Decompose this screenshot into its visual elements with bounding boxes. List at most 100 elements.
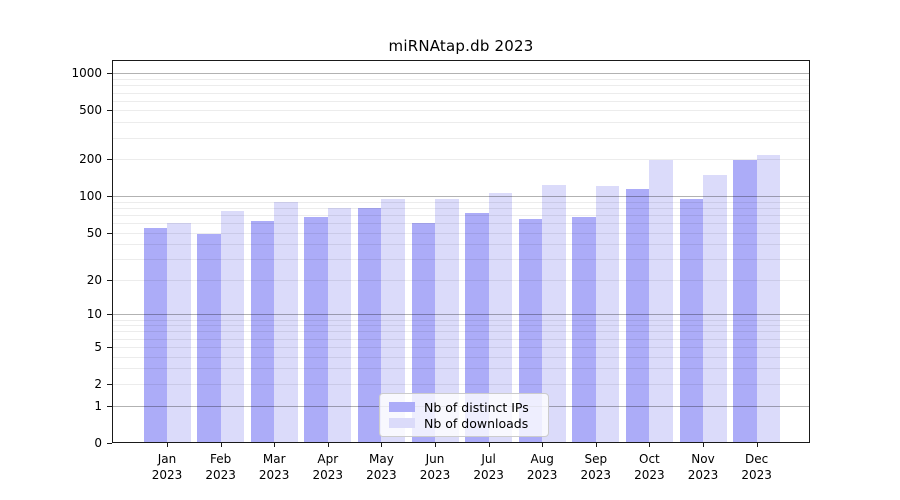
gridline-minor	[113, 279, 809, 281]
x-tick-mark	[703, 443, 704, 447]
y-tick-label: 5	[94, 339, 102, 354]
gridline-minor	[113, 232, 809, 234]
gridline-major	[113, 196, 809, 197]
bar-may-distinct-ips	[357, 207, 382, 443]
bar-apr-distinct-ips	[304, 217, 328, 443]
y-tick-label: 10	[86, 307, 102, 322]
y-tick-mark	[107, 405, 112, 407]
legend-swatch-distinct-ips	[389, 402, 415, 412]
x-tick-mark	[327, 443, 329, 447]
bar-dec-distinct-ips	[733, 160, 757, 443]
x-tick-label: Jan 2023	[151, 452, 183, 482]
gridline-minor	[113, 137, 809, 139]
x-tick-mark	[274, 443, 276, 447]
gridline-major	[113, 73, 809, 75]
x-tick-mark	[542, 443, 544, 447]
bar-jun-downloads	[435, 198, 459, 443]
bar-apr-downloads	[327, 207, 352, 443]
gridline-minor	[113, 346, 809, 348]
x-tick-mark	[756, 443, 758, 447]
y-tick-label: 2	[94, 376, 102, 391]
x-tick-label: Apr 2023	[312, 452, 344, 482]
y-tick-label: 0	[94, 435, 102, 450]
legend: Nb of distinct IPs Nb of downloads	[379, 393, 549, 437]
bar-jan-distinct-ips	[143, 228, 167, 443]
x-tick-label: Sep 2023	[580, 452, 612, 482]
gridline-minor	[113, 207, 809, 209]
y-tick-mark	[107, 110, 112, 112]
gridline-major	[113, 314, 809, 316]
gridline-minor	[113, 259, 809, 261]
y-tick-mark	[107, 196, 112, 197]
x-tick-mark	[220, 443, 222, 447]
legend-item-distinct-ips: Nb of distinct IPs	[389, 399, 540, 415]
x-tick-mark	[435, 443, 436, 447]
x-tick-label: May 2023	[366, 452, 397, 482]
gridline-minor	[113, 338, 809, 340]
x-tick-label: Jul 2023	[473, 452, 504, 482]
legend-label-distinct-ips: Nb of distinct IPs	[424, 399, 529, 415]
x-tick-mark	[595, 443, 597, 447]
y-tick-label: 1	[94, 398, 102, 413]
gridline-minor	[113, 122, 809, 124]
gridline-minor	[113, 244, 809, 246]
y-tick-mark	[107, 159, 112, 161]
gridline-minor	[113, 356, 809, 358]
bar-jul-downloads	[488, 193, 513, 443]
gridline-minor	[113, 159, 809, 161]
gridline-minor	[113, 325, 809, 327]
bar-feb-distinct-ips	[197, 233, 221, 443]
y-tick-label: 50	[86, 225, 102, 240]
gridline-minor	[113, 100, 809, 102]
bar-jan-downloads	[167, 222, 191, 443]
chart-title: miRNAtap.db 2023	[388, 37, 534, 55]
y-tick-label: 1000	[71, 66, 102, 81]
gridline-minor	[113, 79, 809, 81]
legend-swatch-downloads	[389, 418, 415, 428]
gridline-minor	[113, 92, 809, 94]
gridline-minor	[113, 85, 809, 87]
y-tick-mark	[107, 383, 112, 385]
gridline-minor	[113, 319, 809, 321]
bar-aug-distinct-ips	[518, 218, 543, 443]
bar-jul-distinct-ips	[465, 213, 489, 443]
x-tick-mark	[381, 443, 383, 447]
legend-item-downloads: Nb of downloads	[389, 415, 540, 431]
y-tick-mark	[107, 232, 112, 234]
gridline-minor	[113, 331, 809, 333]
y-tick-mark	[107, 314, 112, 316]
y-tick-mark	[107, 73, 112, 75]
bar-sep-distinct-ips	[572, 217, 596, 443]
x-tick-mark	[488, 443, 490, 447]
gridline-minor	[113, 383, 809, 385]
bar-sep-downloads	[595, 186, 620, 443]
y-tick-mark	[107, 279, 112, 281]
y-tick-label: 200	[79, 152, 102, 167]
x-tick-label: Oct 2023	[634, 452, 665, 482]
y-tick-label: 500	[79, 103, 102, 118]
bar-oct-distinct-ips	[625, 189, 650, 443]
gridline-minor	[113, 110, 809, 112]
y-tick-label: 100	[79, 189, 102, 203]
gridline-minor	[113, 368, 809, 370]
bar-mar-distinct-ips	[250, 221, 275, 443]
x-tick-label: Nov 2023	[687, 452, 719, 482]
bar-aug-downloads	[542, 184, 566, 443]
bar-mar-downloads	[274, 201, 298, 443]
bar-jun-distinct-ips	[411, 222, 435, 443]
x-tick-label: Dec 2023	[741, 452, 772, 482]
x-tick-label: Aug 2023	[526, 452, 558, 482]
gridline-minor	[113, 201, 809, 203]
bar-dec-downloads	[756, 155, 781, 443]
bar-nov-distinct-ips	[679, 199, 703, 443]
x-tick-mark	[649, 443, 651, 447]
y-tick-mark	[107, 442, 112, 444]
x-tick-mark	[167, 443, 168, 447]
x-tick-label: Mar 2023	[258, 452, 290, 482]
bar-feb-downloads	[220, 211, 245, 443]
gridline-minor	[113, 214, 809, 216]
y-tick-label: 20	[86, 272, 102, 287]
